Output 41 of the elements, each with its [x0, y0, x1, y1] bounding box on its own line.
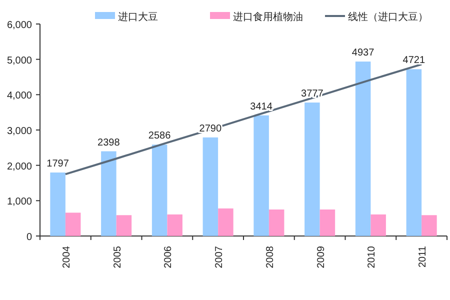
bar: [202, 137, 218, 236]
x-tick-label: 2004: [61, 246, 72, 268]
bar: [254, 115, 269, 236]
bar: [65, 212, 81, 236]
data-label: 2398: [98, 137, 120, 148]
x-tick-label: 2011: [418, 246, 429, 268]
y-tick-label: 4,000: [6, 90, 32, 102]
bar: [152, 144, 168, 236]
x-tick-label: 2009: [316, 246, 327, 268]
bar: [101, 151, 116, 236]
bar: [422, 215, 437, 236]
y-tick-label: 0: [26, 232, 32, 243]
legend-label: 进口大豆: [118, 11, 158, 23]
bar: [167, 214, 182, 236]
bar: [116, 215, 132, 236]
y-tick-label: 3,000: [6, 126, 32, 137]
bar: [268, 210, 284, 236]
bar: [304, 102, 320, 236]
data-label: 3414: [250, 101, 273, 112]
y-tick-label: 5,000: [6, 55, 32, 66]
x-tick-label: 2008: [264, 246, 276, 268]
legend-label: 线性（进口大豆）: [348, 11, 428, 23]
bar: [320, 210, 336, 236]
bar: [50, 172, 66, 236]
y-tick-label: 6,000: [6, 20, 32, 31]
bar: [370, 214, 386, 236]
x-tick-label: 2006: [163, 246, 174, 268]
data-label: 3777: [301, 88, 324, 100]
data-label: 4937: [352, 48, 375, 59]
bar: [355, 62, 371, 236]
x-tick-label: 2005: [112, 246, 124, 268]
data-label: 2586: [148, 130, 172, 142]
x-tick-label: 2007: [214, 246, 226, 268]
bar: [406, 69, 422, 236]
bar: [218, 208, 234, 236]
x-tick-label: 2010: [366, 246, 378, 268]
y-tick-label: 2,000: [6, 161, 32, 172]
data-label: 4721: [402, 55, 426, 66]
legend-label: 进口食用植物油: [233, 11, 303, 23]
data-label: 1797: [46, 158, 70, 170]
y-tick-label: 1,000: [6, 196, 32, 208]
